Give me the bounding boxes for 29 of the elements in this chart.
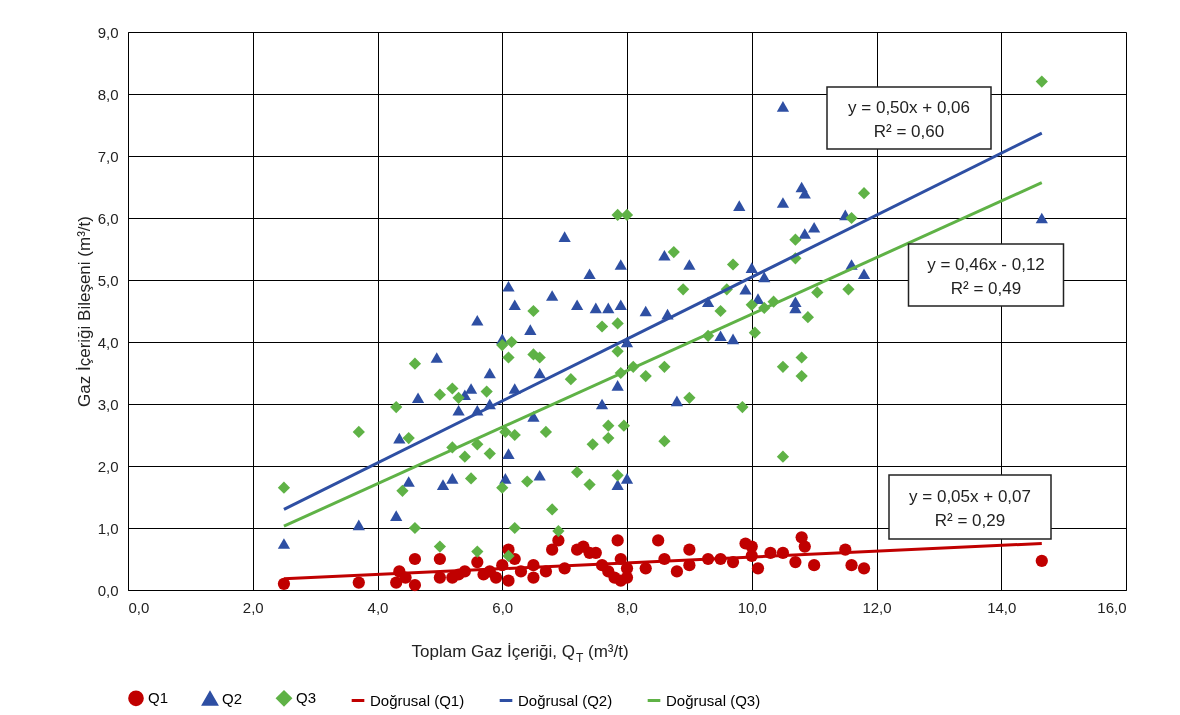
legend-label: Doğrusal (Q3) — [666, 691, 761, 709]
legend-label: Q3 — [296, 689, 317, 707]
legend-label: Q2 — [222, 689, 243, 707]
legend-label: Q1 — [148, 689, 169, 707]
x-tick-label: 14,0 — [987, 598, 1017, 616]
x-tick-label: 6,0 — [492, 598, 514, 616]
x-tick-label: 0,0 — [128, 598, 150, 616]
y-tick-label: 4,0 — [97, 333, 119, 351]
y-tick-label: 5,0 — [97, 271, 119, 289]
annotation: y = 0,05x + 0,07 R² = 0,29 — [909, 487, 1031, 530]
annotation: y = 0,50x + 0,06 R² = 0,60 — [848, 98, 970, 141]
x-tick-label: 8,0 — [617, 598, 638, 616]
x-tick-label: 4,0 — [367, 598, 389, 616]
x-tick-label: 16,0 — [1097, 598, 1127, 616]
y-tick-label: 8,0 — [97, 85, 119, 103]
y-tick-label: 9,0 — [97, 23, 119, 41]
legend-label: Doğrusal (Q2) — [518, 691, 613, 709]
y-tick-label: 6,0 — [97, 209, 119, 227]
y-tick-label: 3,0 — [97, 395, 119, 413]
x-tick-label: 2,0 — [242, 598, 264, 616]
legend-label: Doğrusal (Q1) — [370, 691, 465, 709]
x-tick-label: 10,0 — [737, 598, 767, 616]
y-tick-label: 2,0 — [97, 457, 119, 475]
y-axis-title: Gaz İçeriği Bileşeni (m³/t) — [74, 216, 94, 407]
annotation: y = 0,46x - 0,12 R² = 0,49 — [927, 255, 1045, 298]
y-tick-label: 0,0 — [97, 581, 119, 599]
y-tick-label: 7,0 — [97, 147, 119, 165]
x-tick-label: 12,0 — [862, 598, 892, 616]
y-tick-label: 1,0 — [97, 519, 119, 537]
